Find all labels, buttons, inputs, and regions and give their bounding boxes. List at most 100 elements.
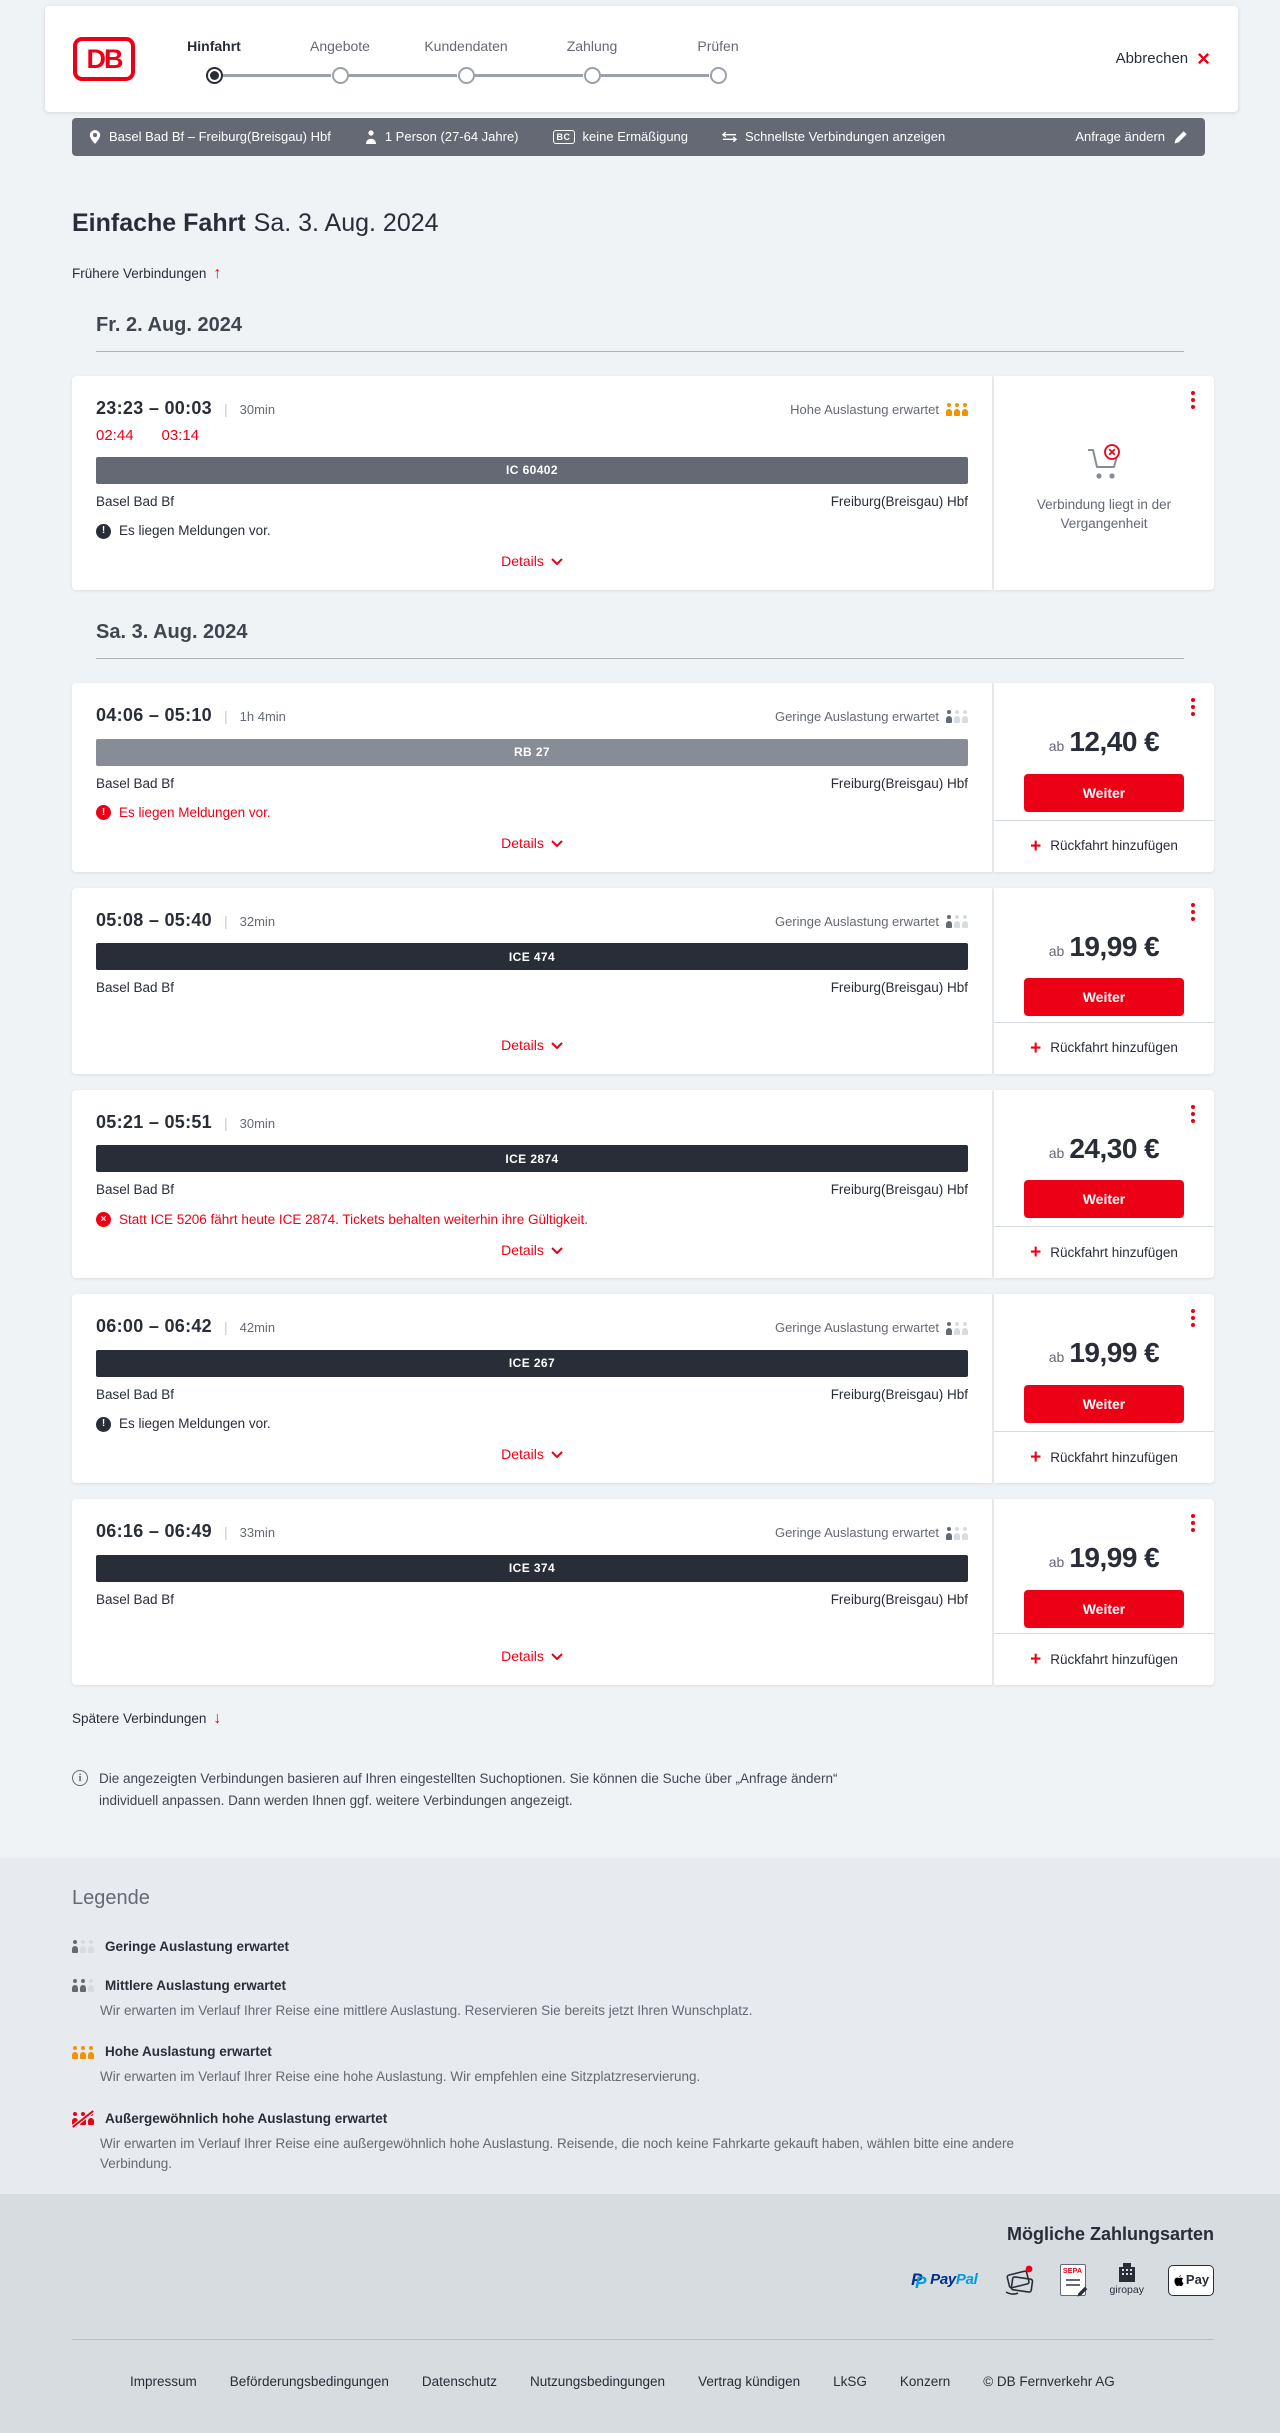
cancel-button[interactable]: Abbrechen × xyxy=(1116,48,1210,70)
continue-button[interactable]: Weiter xyxy=(1024,1180,1184,1219)
message-text: Statt ICE 5206 fährt heute ICE 2874. Tic… xyxy=(119,1211,589,1227)
connection-times: 05:21 – 05:51 xyxy=(96,1111,212,1132)
arrow-up-icon: ↑ xyxy=(213,265,222,282)
details-toggle[interactable]: Details xyxy=(501,1228,563,1269)
footer-link-befoerderungsbedingungen[interactable]: Beförderungsbedingungen xyxy=(229,2373,389,2389)
connection-times: 23:23 – 00:03 xyxy=(96,398,212,419)
applepay-text: Pay xyxy=(1185,2272,1210,2288)
train-label-bar: ICE 474 xyxy=(96,943,968,971)
plus-icon: + xyxy=(1030,1649,1042,1671)
price-block: ab 12,40 € xyxy=(994,725,1214,759)
price: 24,30 € xyxy=(1069,1132,1160,1164)
load-label: Geringe Auslastung erwartet xyxy=(774,1525,939,1541)
footer-link-datenschutz[interactable]: Datenschutz xyxy=(421,2373,497,2389)
step-angebote: Angebote xyxy=(223,38,403,85)
train-label-bar: ICE 267 xyxy=(96,1350,968,1378)
legend-label-text: Außergewöhnlich hohe Auslastung erwartet xyxy=(105,2110,388,2126)
results-main: Einfache Fahrt Sa. 3. Aug. 2024 Frühere V… xyxy=(72,208,1214,1812)
details-toggle[interactable]: Details xyxy=(501,1634,563,1675)
footer-link-konzern[interactable]: Konzern xyxy=(899,2373,951,2389)
add-return-label: Rückfahrt hinzufügen xyxy=(1050,1040,1178,1056)
footer-link-lksg[interactable]: LkSG xyxy=(833,2373,867,2389)
continue-button[interactable]: Weiter xyxy=(1024,1385,1184,1424)
db-logo[interactable]: DB xyxy=(73,37,135,81)
step-pruefen: Prüfen xyxy=(601,38,781,85)
price-block: ab 24,30 € xyxy=(994,1132,1214,1166)
train-label-bar: RB 27 xyxy=(96,738,968,766)
more-options-button[interactable] xyxy=(1189,1307,1197,1329)
load-indicator: Hohe Auslastung erwartet xyxy=(790,402,968,418)
connection-times: 05:08 – 05:40 xyxy=(96,909,212,930)
connection-details: 04:06 – 05:10 1h 4min Geringe Auslastung… xyxy=(72,682,992,872)
footer-link-nutzungsbedingungen[interactable]: Nutzungsbedingungen xyxy=(529,2373,666,2389)
continue-button[interactable]: Weiter xyxy=(1024,978,1184,1017)
more-options-button[interactable] xyxy=(1189,389,1197,411)
connection-card: 06:00 – 06:42 42min Geringe Auslastung e… xyxy=(72,1294,1214,1484)
connection-actions: ab 24,30 € Weiter + Rückfahrt hinzufügen xyxy=(994,1089,1214,1279)
pencil-icon xyxy=(1077,2286,1087,2297)
legend-label-text: Geringe Auslastung erwartet xyxy=(105,1938,290,1954)
connection-duration: 30min xyxy=(224,1115,275,1132)
legend-item-medium: Mittlere Auslastung erwartet Wir erwarte… xyxy=(72,1978,1214,2021)
giropay-icon xyxy=(1118,2263,1135,2283)
arrival-station: Freiburg(Breisgau) Hbf xyxy=(830,775,968,791)
more-options-button[interactable] xyxy=(1189,1512,1197,1534)
departure-station: Basel Bad Bf xyxy=(96,980,175,996)
connection-times: 06:00 – 06:42 xyxy=(96,1316,212,1337)
connection-card: 04:06 – 05:10 1h 4min Geringe Auslastung… xyxy=(72,682,1214,872)
day-header: Fr. 2. Aug. 2024 xyxy=(96,313,1184,353)
load-low-icon xyxy=(946,1526,968,1540)
arrow-down-icon: ↓ xyxy=(213,1710,222,1728)
location-pin-icon xyxy=(89,130,101,144)
add-return-button[interactable]: + Rückfahrt hinzufügen xyxy=(994,1021,1214,1074)
more-options-button[interactable] xyxy=(1189,1103,1197,1125)
legend-description: Wir erwarten im Verlauf Ihrer Reise eine… xyxy=(100,2135,1015,2172)
more-options-button[interactable] xyxy=(1189,901,1197,923)
step-hinfahrt[interactable]: Hinfahrt xyxy=(151,38,277,85)
legend-title: Legende xyxy=(72,1886,150,1909)
add-return-button[interactable]: + Rückfahrt hinzufügen xyxy=(994,1431,1214,1483)
edit-search-button[interactable]: Anfrage ändern xyxy=(1075,129,1188,145)
connection-actions: ab 19,99 € Weiter + Rückfahrt hinzufügen xyxy=(994,1499,1214,1686)
connection-times: 04:06 – 05:10 xyxy=(96,704,212,725)
add-return-button[interactable]: + Rückfahrt hinzufügen xyxy=(994,1226,1214,1278)
trip-date: Sa. 3. Aug. 2024 xyxy=(253,209,439,237)
load-low-icon xyxy=(72,1940,94,1954)
connection-duration: 33min xyxy=(224,1524,275,1541)
load-extreme-icon xyxy=(72,2112,94,2126)
more-options-button[interactable] xyxy=(1189,696,1197,718)
later-connections-link[interactable]: Spätere Verbindungen ↓ xyxy=(72,1709,221,1728)
route-text: Basel Bad Bf – Freiburg(Breisgau) Hbf xyxy=(109,129,331,145)
load-indicator: Geringe Auslastung erwartet xyxy=(775,1525,968,1541)
connection-details: 06:16 – 06:49 33min Geringe Auslastung e… xyxy=(72,1499,992,1686)
plus-icon: + xyxy=(1030,1037,1042,1059)
price: 19,99 € xyxy=(1069,930,1160,962)
details-toggle[interactable]: Details xyxy=(501,821,563,862)
add-return-button[interactable]: + Rückfahrt hinzufügen xyxy=(994,1633,1214,1685)
continue-button[interactable]: Weiter xyxy=(1024,773,1184,812)
message-text: Es liegen Meldungen vor. xyxy=(119,804,271,820)
departure-station: Basel Bad Bf xyxy=(96,1182,175,1198)
legend-description: Wir erwarten im Verlauf Ihrer Reise eine… xyxy=(100,2003,753,2018)
plus-icon: + xyxy=(1030,1242,1042,1264)
details-toggle[interactable]: Details xyxy=(501,539,563,580)
pencil-icon xyxy=(1174,131,1187,144)
continue-button[interactable]: Weiter xyxy=(1024,1589,1184,1628)
footer-link-impressum[interactable]: Impressum xyxy=(130,2373,197,2389)
earlier-connections-link[interactable]: Frühere Verbindungen ↑ xyxy=(72,264,221,283)
add-return-button[interactable]: + Rückfahrt hinzufügen xyxy=(994,819,1214,872)
paypal-text: Pal xyxy=(955,2271,978,2289)
price: 12,40 € xyxy=(1069,725,1160,757)
past-note-text: Verbindung liegt in der Vergangenheit xyxy=(1036,496,1172,532)
connection-duration: 32min xyxy=(224,913,275,930)
details-toggle[interactable]: Details xyxy=(501,1432,563,1473)
details-toggle[interactable]: Details xyxy=(501,1023,563,1064)
legend-label-text: Mittlere Auslastung erwartet xyxy=(105,1977,287,1993)
copyright: © DB Fernverkehr AG xyxy=(983,2373,1115,2389)
footer-link-vertrag-kuendigen[interactable]: Vertrag kündigen xyxy=(698,2373,801,2389)
giropay-text: giropay xyxy=(1109,2284,1144,2297)
legend-item-extreme: Außergewöhnlich hohe Auslastung erwartet… xyxy=(72,2111,1214,2175)
load-indicator: Geringe Auslastung erwartet xyxy=(775,914,968,930)
